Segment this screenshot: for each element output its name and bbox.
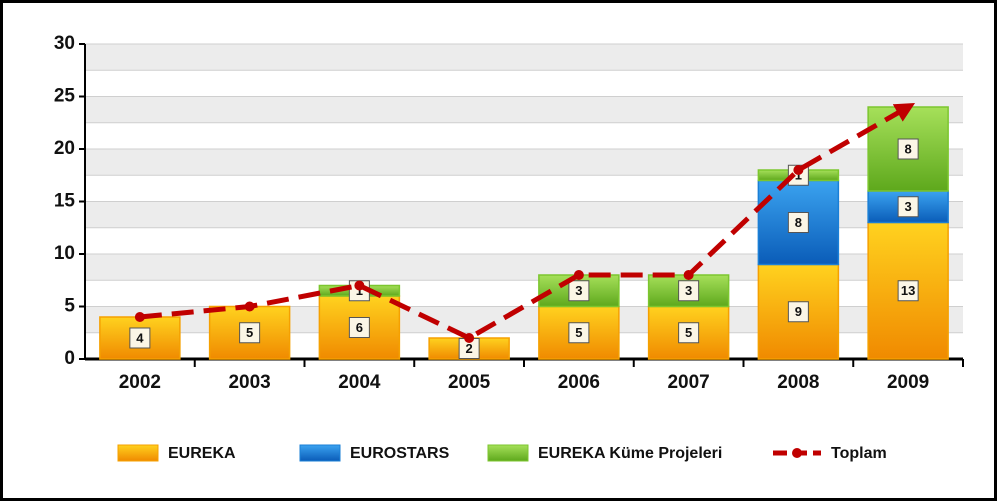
data-label: 5 xyxy=(246,325,253,340)
label-box xyxy=(239,322,261,344)
data-label: 1 xyxy=(795,168,802,183)
x-tick-label: 2007 xyxy=(667,372,709,393)
x-tick-label: 2005 xyxy=(448,372,491,393)
label-box xyxy=(678,322,700,344)
data-label: 13 xyxy=(901,283,915,298)
total-dot xyxy=(793,165,804,175)
label-box xyxy=(678,280,700,302)
y-tick-label: 0 xyxy=(64,348,75,369)
y-tick-label: 25 xyxy=(54,86,76,107)
data-label: 5 xyxy=(685,325,692,340)
label-box xyxy=(568,322,590,344)
label-box xyxy=(787,301,809,323)
label-box xyxy=(568,280,590,302)
x-tick-label: 2003 xyxy=(228,372,270,393)
total-dot xyxy=(134,312,145,322)
label-box xyxy=(787,212,809,233)
legend-swatch xyxy=(299,444,341,462)
data-label: 2 xyxy=(466,341,473,356)
legend-swatch xyxy=(487,444,529,462)
legend-label: EUROSTARS xyxy=(350,445,450,462)
data-label: 6 xyxy=(356,320,363,335)
total-line xyxy=(139,103,916,341)
data-label: 8 xyxy=(905,141,912,156)
y-tick-label: 5 xyxy=(64,296,75,317)
x-tick-label: 2002 xyxy=(119,372,161,393)
legend-label: EUREKA Küme Projeleri xyxy=(538,445,722,462)
total-dot xyxy=(464,333,475,343)
label-box xyxy=(897,138,919,160)
x-tick-label: 2008 xyxy=(777,372,819,393)
y-tick-label: 30 xyxy=(54,33,75,54)
data-label: 3 xyxy=(685,283,692,298)
legend-swatch xyxy=(117,444,159,462)
y-tick-label: 10 xyxy=(54,243,75,264)
data-label: 9 xyxy=(795,304,802,319)
legend-label: EUREKA xyxy=(168,445,236,462)
total-dot xyxy=(354,280,365,291)
x-tick-label: 2009 xyxy=(887,372,929,393)
label-box xyxy=(348,317,370,338)
data-label: 3 xyxy=(575,283,582,298)
label-box xyxy=(129,327,151,349)
legend-dot xyxy=(792,448,802,458)
label-box xyxy=(897,196,919,218)
x-tick-label: 2004 xyxy=(338,372,381,393)
label-box xyxy=(897,280,919,302)
data-label: 5 xyxy=(575,325,582,340)
total-dot xyxy=(244,301,255,312)
data-label: 8 xyxy=(795,215,802,230)
legend-label: Toplam xyxy=(831,445,887,462)
data-label: 3 xyxy=(905,199,912,214)
x-tick-label: 2006 xyxy=(558,372,600,393)
data-label: 1 xyxy=(356,283,363,298)
grid-band xyxy=(85,96,963,123)
total-dot xyxy=(683,270,694,280)
y-tick-label: 20 xyxy=(54,138,75,159)
total-dot xyxy=(573,270,584,280)
y-tick-label: 15 xyxy=(54,191,76,212)
data-label: 4 xyxy=(136,330,144,345)
grid-band xyxy=(85,44,963,71)
